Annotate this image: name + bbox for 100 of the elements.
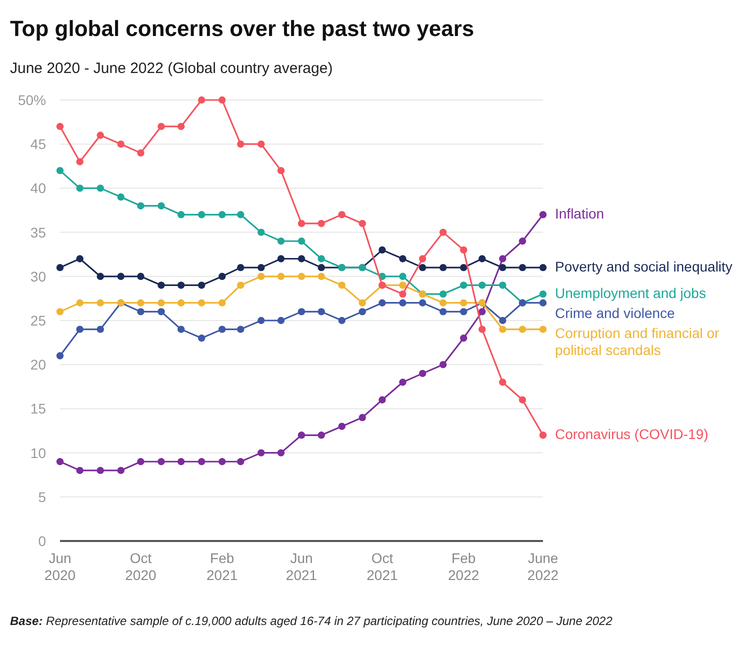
point [56, 122, 64, 130]
point [399, 290, 406, 298]
point [418, 299, 426, 306]
point [399, 378, 406, 386]
point [539, 211, 547, 218]
y-tick-label: 5 [38, 488, 46, 505]
point [198, 458, 206, 466]
point [198, 96, 206, 104]
point [177, 326, 185, 333]
point [198, 282, 206, 289]
point [158, 308, 165, 316]
point [277, 272, 285, 280]
series-label: Inflation [555, 206, 604, 222]
point [318, 255, 325, 262]
point [358, 220, 366, 228]
point [137, 202, 144, 210]
point [237, 326, 244, 333]
y-tick-label: 30 [30, 268, 46, 284]
point [96, 132, 104, 139]
point [378, 396, 386, 404]
point [460, 264, 468, 272]
x-tick-label: Feb 2021 [206, 550, 238, 583]
point [137, 299, 144, 306]
point [460, 299, 468, 306]
x-tick-label: Jun 2021 [286, 550, 318, 583]
y-tick-label: 0 [38, 533, 46, 549]
point [358, 299, 366, 306]
point [237, 140, 244, 148]
point [460, 334, 468, 342]
point [518, 238, 526, 245]
point [399, 282, 406, 289]
point [177, 282, 185, 289]
point [258, 272, 265, 280]
point [478, 308, 486, 316]
point [237, 282, 244, 289]
point [258, 140, 265, 148]
chart-title: Top global concerns over the past two years [10, 16, 474, 41]
point [439, 228, 447, 236]
point [198, 299, 206, 306]
y-tick-label: 15 [30, 400, 46, 417]
point [258, 316, 265, 324]
point [56, 166, 64, 174]
point [117, 272, 124, 280]
point [56, 308, 64, 316]
x-tick-label: Oct 2020 [125, 550, 156, 583]
point [298, 432, 306, 439]
series-label: Unemployment and jobs [555, 285, 706, 302]
point [539, 299, 547, 306]
point [158, 458, 165, 466]
point [298, 272, 306, 280]
point [117, 140, 124, 148]
point [218, 326, 226, 333]
point [198, 211, 206, 218]
point [318, 308, 325, 316]
point [298, 255, 306, 262]
point [418, 264, 426, 272]
point [56, 458, 64, 466]
point [499, 316, 506, 324]
point [539, 432, 547, 439]
point [277, 255, 285, 262]
point [218, 299, 226, 306]
point [499, 264, 506, 272]
point [378, 299, 386, 306]
point [137, 458, 144, 466]
series-label: Corruption and financial or political scandals [555, 325, 720, 358]
point [499, 326, 506, 333]
y-tick-label: 50% [18, 92, 46, 108]
point [76, 158, 84, 166]
point [478, 326, 486, 333]
point [338, 316, 346, 324]
series-label: Crime and violence [555, 305, 676, 322]
point [137, 308, 144, 316]
point [418, 370, 426, 378]
point [177, 211, 185, 218]
point [158, 299, 165, 306]
point [439, 361, 447, 368]
y-tick-label: 10 [30, 444, 46, 461]
point [318, 264, 325, 272]
text: Base: Representative sample of c.19,000 adults aged 16-74 in 27 participating countries, June 2020 – June 2022 [10, 614, 613, 628]
point [478, 282, 486, 289]
point [499, 378, 506, 386]
point [258, 449, 265, 456]
point [439, 308, 447, 316]
series-label: Poverty and social inequality [555, 258, 732, 275]
point [478, 255, 486, 262]
point [518, 264, 526, 272]
point [298, 238, 306, 245]
y-tick-label: 25 [30, 312, 46, 328]
point [358, 308, 366, 316]
point [439, 299, 447, 306]
point [177, 122, 185, 130]
point [218, 272, 226, 280]
point [56, 264, 64, 272]
x-tick-label: Feb 2022 [448, 550, 480, 583]
y-tick-label: 40 [30, 180, 46, 196]
point [56, 352, 64, 360]
point [96, 326, 104, 333]
point [96, 466, 104, 474]
point [177, 299, 185, 306]
chart-subtitle: June 2020 - June 2022 (Global country average) [10, 60, 333, 77]
